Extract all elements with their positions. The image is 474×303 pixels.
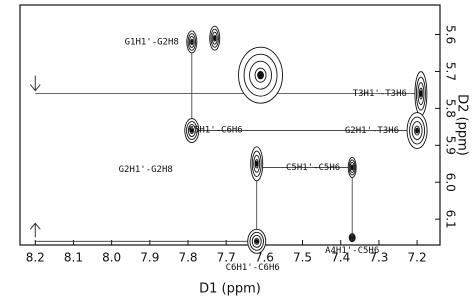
contour-ring (409, 116, 426, 145)
peak-label: G2H1'-G2H8 (119, 165, 173, 175)
contour-ring (189, 127, 195, 134)
y-tick-label: 5.9 (444, 136, 458, 155)
contour-ring (411, 121, 423, 140)
y-tick-label: 6.1 (444, 210, 458, 229)
x-tick-label: 7.7 (217, 251, 236, 265)
y-tick-label: 5.7 (444, 62, 458, 81)
x-tick-label: 8.1 (64, 251, 83, 265)
contour-ring (186, 121, 198, 140)
arrow-down (29, 75, 41, 92)
peak-label: C5H1'-C5H6 (286, 163, 340, 173)
contour-ring (251, 150, 262, 177)
contour-ring (349, 162, 355, 173)
contour-ring (253, 154, 261, 173)
x-tick-label: 7.5 (293, 251, 312, 265)
peak-label: G1H1'-G1H8 (203, 0, 257, 2)
peak-label: C6H1'-C6H6 (226, 263, 280, 273)
contour-ring (243, 53, 278, 97)
x-tick-label: 7.6 (255, 251, 274, 265)
peak (350, 165, 354, 170)
contour-ring (417, 82, 425, 106)
peak-label: G1H1'-G2H8 (125, 37, 179, 47)
peak (257, 70, 264, 80)
y-tick-label: 6.0 (444, 173, 458, 192)
x-axis-title: D1 (ppm) (199, 282, 261, 297)
x-tick-label: 7.4 (331, 251, 350, 265)
x-tick-label: 7.9 (140, 251, 159, 265)
peak (254, 239, 259, 244)
contour-ring (254, 67, 267, 83)
contour-ring (187, 124, 196, 137)
peak-label: A4H1'-C5H6 (325, 246, 379, 256)
peak (213, 35, 217, 41)
contour-ring (187, 33, 197, 51)
contour-ring (414, 125, 421, 136)
y-tick-label: 5.8 (444, 99, 458, 118)
contour-ring (251, 234, 262, 248)
peak-label: T3H1'-T3H6 (353, 89, 407, 99)
peak (351, 236, 354, 239)
x-tick-label: 7.2 (408, 251, 427, 265)
contour-ring (249, 60, 272, 90)
x-tick-label: 7.8 (178, 251, 197, 265)
contour-ring (188, 35, 195, 48)
contour-ring (211, 31, 218, 45)
contour-ring (249, 231, 264, 251)
x-tick-label: 8.2 (26, 251, 45, 265)
peak (190, 128, 194, 133)
arrow-up (29, 222, 41, 238)
contour-ring (254, 237, 260, 245)
peak-label: C5H1'-C6H6 (189, 125, 243, 135)
peak-label: G2H1'-T3H6 (345, 126, 399, 136)
x-tick-label: 8.0 (102, 251, 121, 265)
contour-ring (348, 159, 356, 176)
peak (255, 160, 259, 167)
y-tick-label: 5.6 (444, 25, 458, 44)
contour-ring (415, 76, 426, 111)
contour-ring (349, 234, 355, 242)
x-tick-label: 7.3 (369, 251, 388, 265)
contour-ring (350, 235, 355, 241)
y-axis-title: D2 (ppm) (455, 94, 470, 156)
plot-frame (19, 4, 441, 246)
peak (190, 39, 194, 45)
peak (415, 127, 420, 134)
peak (419, 90, 423, 98)
contour-ring (210, 28, 219, 48)
